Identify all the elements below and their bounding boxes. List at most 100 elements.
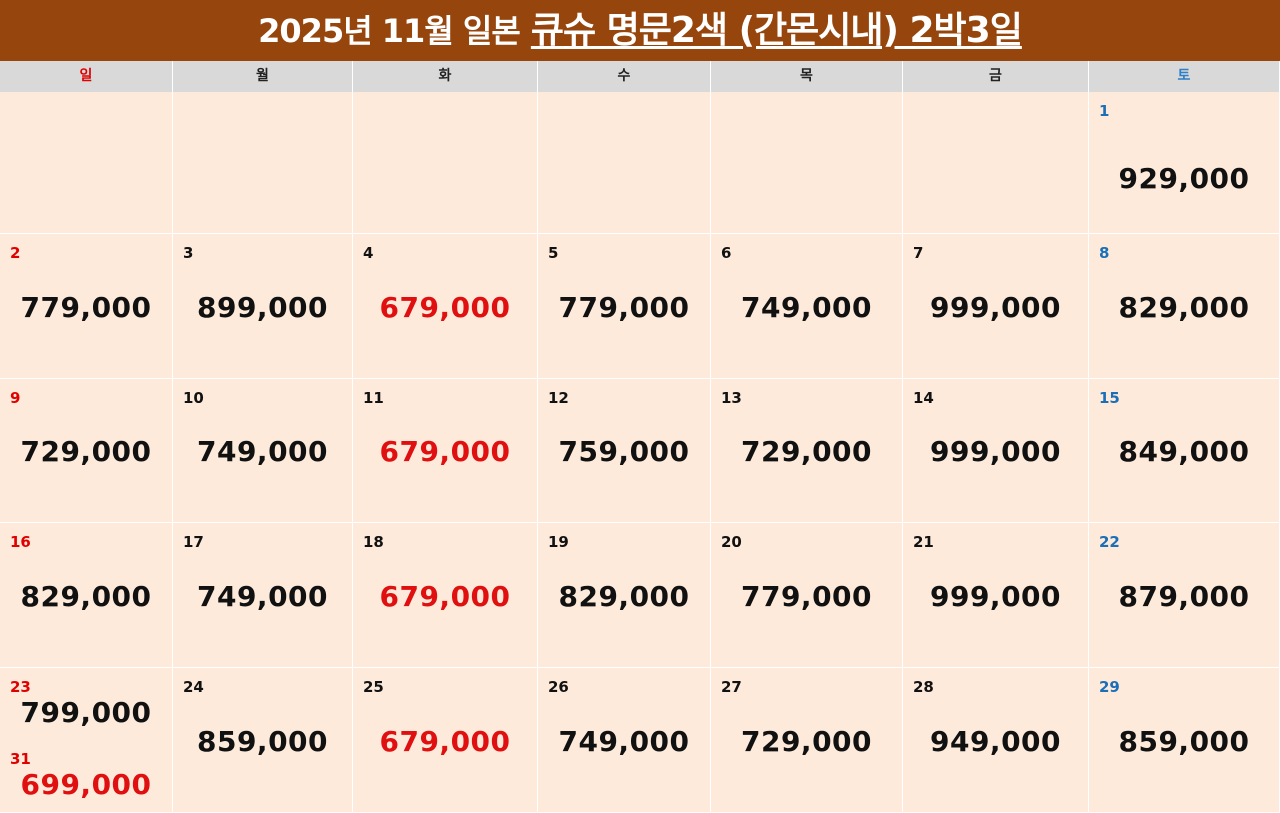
weekday-sat: 토	[1089, 61, 1280, 92]
calendar-day-cell[interactable]: 9 729,000	[0, 379, 173, 523]
day-number: 3	[183, 244, 194, 262]
day-price: 779,000	[740, 579, 873, 613]
day-price: 779,000	[20, 290, 152, 324]
day-price: 779,000	[558, 290, 690, 324]
day-number: 19	[548, 533, 569, 551]
day-number: 6	[721, 244, 732, 262]
day-number: 25	[363, 678, 384, 696]
calendar-day-cell[interactable]: 25 679,000	[353, 668, 538, 813]
title-banner: 2025년 11월 일본 큐슈 명문2색 (간몬시내) 2박3일	[0, 0, 1280, 61]
calendar-day-cell	[538, 92, 711, 234]
day-price: 999,000	[929, 579, 1062, 613]
day-number: 22	[1099, 533, 1120, 551]
day-price: 949,000	[929, 724, 1062, 758]
day-number: 27	[721, 678, 742, 696]
day-price: 829,000	[558, 579, 690, 613]
day-number: 16	[10, 533, 31, 551]
calendar-day-cell[interactable]: 3 899,000	[173, 234, 353, 379]
day-number-extra: 31	[10, 750, 31, 768]
calendar-day-cell[interactable]: 17 749,000	[173, 523, 353, 668]
day-price: 679,000	[379, 579, 511, 613]
calendar-day-cell[interactable]: 15 849,000	[1089, 379, 1280, 523]
day-price-extra: 699,000	[20, 768, 152, 801]
day-price: 729,000	[740, 435, 873, 468]
calendar-day-cell[interactable]: 27 729,000	[711, 668, 903, 813]
calendar-day-cell	[353, 92, 538, 234]
calendar-day-cell[interactable]: 29 859,000	[1089, 668, 1280, 813]
day-price: 729,000	[740, 724, 873, 758]
day-price: 799,000	[20, 696, 152, 729]
calendar-day-cell[interactable]: 20 779,000	[711, 523, 903, 668]
day-price: 679,000	[379, 435, 511, 468]
day-number: 15	[1099, 389, 1120, 407]
weekday-wed: 수	[538, 61, 711, 92]
day-number: 1	[1099, 102, 1110, 120]
calendar-day-cell[interactable]: 10 749,000	[173, 379, 353, 523]
day-number: 9	[10, 389, 21, 407]
weekday-tue: 화	[353, 61, 538, 92]
calendar-day-cell[interactable]: 18 679,000	[353, 523, 538, 668]
calendar-day-cell[interactable]: 24 859,000	[173, 668, 353, 813]
day-number: 11	[363, 389, 384, 407]
day-price: 749,000	[558, 724, 690, 758]
day-number: 14	[913, 389, 934, 407]
calendar-day-cell	[173, 92, 353, 234]
calendar-day-cell[interactable]: 12 759,000	[538, 379, 711, 523]
day-price: 759,000	[558, 435, 690, 468]
weekday-mon: 월	[173, 61, 353, 92]
calendar-day-cell[interactable]: 5 779,000	[538, 234, 711, 379]
page-title: 큐슈 명문2색 (간몬시내) 2박3일	[530, 10, 1023, 51]
day-number: 29	[1099, 678, 1120, 696]
day-number: 8	[1099, 244, 1110, 262]
calendar-day-cell[interactable]: 19 829,000	[538, 523, 711, 668]
day-price: 879,000	[1118, 579, 1250, 613]
calendar-day-cell[interactable]: 4 679,000	[353, 234, 538, 379]
day-number: 18	[363, 533, 384, 551]
calendar-day-cell[interactable]: 16 829,000	[0, 523, 173, 668]
weekday-sun: 일	[0, 61, 173, 92]
calendar-day-cell[interactable]: 14 999,000	[903, 379, 1089, 523]
day-price: 849,000	[1118, 435, 1250, 468]
calendar-day-cell	[903, 92, 1089, 234]
calendar-day-cell	[0, 92, 173, 234]
day-price: 929,000	[1118, 162, 1250, 195]
day-price: 749,000	[196, 579, 329, 613]
calendar-day-cell[interactable]: 13 729,000	[711, 379, 903, 523]
calendar-day-cell[interactable]: 8 829,000	[1089, 234, 1280, 379]
calendar-day-cell[interactable]: 28 949,000	[903, 668, 1089, 813]
calendar-day-cell[interactable]: 1 929,000	[1089, 92, 1280, 234]
calendar-day-cell	[711, 92, 903, 234]
calendar-day-cell[interactable]: 6 749,000	[711, 234, 903, 379]
day-number: 7	[913, 244, 924, 262]
day-number: 20	[721, 533, 742, 551]
day-number: 28	[913, 678, 934, 696]
calendar-day-cell[interactable]: 23 799,000 31 699,000	[0, 668, 173, 813]
day-price: 749,000	[196, 435, 329, 468]
day-price: 829,000	[20, 579, 152, 613]
calendar-day-cell[interactable]: 22 879,000	[1089, 523, 1280, 668]
calendar-day-cell[interactable]: 11 679,000	[353, 379, 538, 523]
day-number: 13	[721, 389, 742, 407]
day-price: 899,000	[196, 290, 329, 324]
day-number: 10	[183, 389, 204, 407]
calendar-day-cell[interactable]: 7 999,000	[903, 234, 1089, 379]
day-number: 21	[913, 533, 934, 551]
calendar-day-cell[interactable]: 2 779,000	[0, 234, 173, 379]
title-prefix: 2025년 11월 일본	[258, 12, 521, 50]
day-price: 679,000	[379, 290, 511, 324]
day-price: 829,000	[1118, 290, 1250, 324]
day-price: 729,000	[20, 435, 152, 468]
day-number: 2	[10, 244, 21, 262]
calendar-day-cell[interactable]: 21 999,000	[903, 523, 1089, 668]
day-number: 26	[548, 678, 569, 696]
day-price: 679,000	[379, 724, 511, 758]
day-price: 859,000	[1118, 724, 1250, 758]
weekday-thu: 목	[711, 61, 903, 92]
calendar-day-cell[interactable]: 26 749,000	[538, 668, 711, 813]
day-price: 999,000	[929, 435, 1062, 468]
day-number: 17	[183, 533, 204, 551]
day-number: 5	[548, 244, 559, 262]
day-number: 23	[10, 678, 31, 696]
day-price: 859,000	[196, 724, 329, 758]
